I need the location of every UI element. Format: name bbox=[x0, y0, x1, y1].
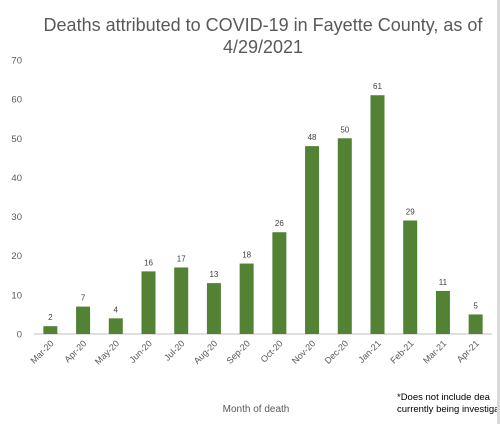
y-tick-label: 20 bbox=[11, 251, 22, 262]
x-tick-label: Mar-20 bbox=[29, 338, 56, 365]
data-label: 17 bbox=[177, 254, 186, 263]
x-tick-label: Feb-21 bbox=[388, 338, 415, 365]
data-label: 61 bbox=[373, 82, 382, 91]
bar bbox=[403, 220, 418, 334]
y-tick-label: 30 bbox=[11, 212, 22, 223]
bar bbox=[108, 318, 123, 334]
y-tick-label: 60 bbox=[11, 95, 22, 106]
data-label: 29 bbox=[406, 207, 415, 216]
footnote-line-2: currently being investiga bbox=[397, 404, 500, 415]
y-tick-label: 10 bbox=[11, 290, 22, 301]
data-label: 5 bbox=[473, 301, 478, 310]
chart-title: Deaths attributed to COVID-19 in Fayette… bbox=[20, 14, 500, 58]
data-label: 2 bbox=[48, 313, 53, 322]
chart-title-line-1: Deaths attributed to COVID-19 in Fayette… bbox=[43, 15, 483, 35]
x-tick-label: Oct-20 bbox=[259, 338, 285, 364]
x-tick-label: May-20 bbox=[93, 338, 121, 366]
data-label: 48 bbox=[308, 133, 317, 142]
x-tick-label: Aug-20 bbox=[192, 338, 220, 366]
footnote: *Does not include dea currently being in… bbox=[397, 392, 499, 416]
x-tick-label: Mar-21 bbox=[421, 338, 448, 365]
x-axis-title: Month of death bbox=[223, 404, 290, 415]
x-tick-label: Jul-20 bbox=[162, 338, 186, 362]
x-tick-label: Jun-20 bbox=[127, 338, 154, 365]
bar bbox=[468, 314, 483, 334]
data-label: 18 bbox=[242, 251, 251, 260]
bar bbox=[337, 138, 352, 334]
x-tick-label: Jan-21 bbox=[356, 338, 383, 365]
y-tick-label: 70 bbox=[11, 56, 22, 67]
y-tick-label: 0 bbox=[17, 330, 22, 341]
data-label: 7 bbox=[81, 294, 86, 303]
x-tick-label: Nov-20 bbox=[290, 338, 318, 366]
bar bbox=[305, 146, 320, 334]
bar bbox=[43, 326, 58, 334]
data-label: 4 bbox=[114, 305, 119, 314]
x-tick-label: Sep-20 bbox=[224, 338, 252, 366]
y-tick-label: 50 bbox=[11, 134, 22, 145]
bar bbox=[435, 290, 450, 334]
data-label: 50 bbox=[340, 125, 349, 134]
x-tick-label: Apr-21 bbox=[455, 338, 481, 364]
chart-title-line-2: 4/29/2021 bbox=[222, 37, 304, 57]
bar bbox=[76, 306, 91, 334]
data-label: 16 bbox=[144, 258, 153, 267]
footnote-line-1: *Does not include dea bbox=[397, 392, 490, 403]
bar bbox=[272, 232, 287, 334]
data-label: 11 bbox=[439, 278, 448, 287]
bar bbox=[206, 283, 221, 334]
data-label: 13 bbox=[209, 270, 218, 279]
data-label: 26 bbox=[275, 219, 284, 228]
bar bbox=[370, 95, 385, 334]
bar bbox=[141, 271, 156, 334]
bar bbox=[239, 263, 254, 334]
bar bbox=[174, 267, 189, 334]
y-tick-label: 40 bbox=[11, 173, 22, 184]
x-tick-label: Dec-20 bbox=[323, 338, 351, 366]
window-edge bbox=[497, 0, 500, 424]
x-tick-label: Apr-20 bbox=[62, 338, 88, 364]
